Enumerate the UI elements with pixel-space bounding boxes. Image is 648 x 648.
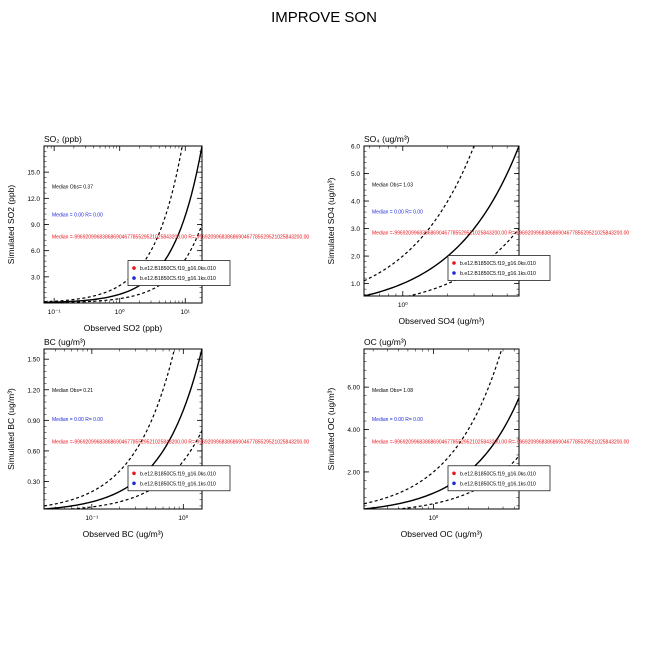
- median-obs-annotation: Median Obs= 0.21: [52, 388, 93, 394]
- legend-box: [127, 260, 231, 286]
- legend-marker-2: [452, 271, 456, 275]
- y-tick-label: 4.0: [351, 199, 360, 206]
- y-tick-label: 15.0: [27, 170, 40, 177]
- y-tick-label: 2.00: [347, 469, 360, 476]
- legend-label-2: b.e12.B1850C5.f19_g16.1ks.010: [140, 481, 216, 487]
- median-case2-annotation: Median = 0.00 R= 0.00: [52, 213, 103, 219]
- median-case2-annotation: Median = 0.00 R= 0.00: [372, 210, 423, 216]
- y-tick-label: 0.90: [27, 418, 40, 425]
- reference-line-1to1: [364, 397, 519, 509]
- median-case1-annotation: Median =-9969209968386869046778552952102…: [372, 231, 629, 237]
- panel-title: BC (ug/m³): [44, 337, 86, 347]
- chart-panel-1: 3.0 6.0 9.0 12.0 15.0 10⁻¹ 10⁰ 10¹ SO₂ (ppb) Obse…: [6, 134, 309, 333]
- x-tick-label: 10⁻¹: [85, 515, 99, 522]
- legend-label-2: b.e12.B1850C5.f19_g16.1ks.010: [460, 481, 536, 487]
- legend: b.e12.B1850C5.f19_g16.0ks.010 b.e12.B1850…: [447, 255, 551, 281]
- median-obs-annotation: Median Obs= 0.37: [52, 184, 93, 190]
- legend-label-1: b.e12.B1850C5.f19_g16.0ks.010: [140, 266, 216, 272]
- reference-line-2to1: [44, 349, 176, 507]
- x-axis-label: Observed BC (ug/m³): [83, 529, 164, 539]
- reference-line-1to1: [44, 349, 202, 509]
- chart-panel-3: 0.30 0.60 0.90 1.20 1.50 10⁻¹ 10⁰ BC (ug/m³) Obs…: [6, 337, 309, 539]
- chart-panel-4: 2.00 4.00 6.00 10⁰ OC (ug/m³) Observed OC (ug…: [326, 337, 629, 539]
- x-tick-label: 10⁰: [429, 514, 439, 522]
- legend-marker-1: [452, 471, 456, 476]
- legend: b.e12.B1850C5.f19_g16.0ks.010 b.e12.B1850…: [447, 465, 551, 492]
- reference-line-2to1: [364, 146, 475, 282]
- y-tick-label: 3.0: [351, 226, 360, 233]
- y-tick-label: 2.0: [351, 254, 360, 261]
- panel-title: SO₄ (ug/m³): [364, 134, 410, 144]
- reference-line-1to2: [62, 430, 202, 509]
- reference-line-1to1: [44, 146, 202, 303]
- x-tick-label: 10⁰: [178, 514, 188, 522]
- y-tick-label: 1.50: [27, 357, 40, 364]
- y-axis-label: Simulated SO4 (ug/m³): [326, 177, 336, 264]
- x-tick-label: 10¹: [181, 309, 191, 316]
- y-tick-label: 0.30: [27, 479, 40, 486]
- x-tick-label: 10⁰: [398, 301, 408, 309]
- median-obs-annotation: Median Obs= 1.08: [372, 388, 413, 394]
- page-title: IMPROVE SON: [271, 9, 377, 26]
- y-tick-label: 0.60: [27, 448, 40, 455]
- legend: b.e12.B1850C5.f19_g16.0ks.010 b.e12.B1850…: [127, 260, 231, 286]
- y-axis-label: Simulated BC (ug/m³): [6, 388, 16, 470]
- y-tick-label: 1.20: [27, 387, 40, 394]
- plot-frame: [43, 348, 203, 510]
- legend-marker-1: [452, 261, 456, 265]
- legend-box: [127, 465, 231, 492]
- legend-label-2: b.e12.B1850C5.f19_g16.1ks.010: [140, 276, 216, 282]
- reference-line-1to1: [364, 146, 519, 296]
- legend-marker-1: [132, 266, 136, 270]
- legend-marker-1: [132, 471, 136, 476]
- legend-box: [447, 465, 551, 492]
- median-case1-annotation: Median =-9969209968386869046778552952102…: [372, 439, 629, 445]
- median-obs-annotation: Median Obs= 1.03: [372, 183, 413, 189]
- legend-marker-2: [452, 481, 456, 486]
- y-tick-label: 3.0: [31, 274, 40, 281]
- x-axis-label: Observed SO2 (ppb): [84, 323, 163, 333]
- legend-label-1: b.e12.B1850C5.f19_g16.0ks.010: [140, 471, 216, 477]
- median-case2-annotation: Median = 0.00 R= 0.00: [52, 417, 103, 423]
- legend-marker-2: [132, 276, 136, 280]
- plot-frame: [363, 145, 520, 297]
- median-case2-annotation: Median = 0.00 R= 0.00: [372, 417, 423, 423]
- x-axis-label: Observed SO4 (ug/m³): [399, 316, 485, 326]
- reference-line-2to1: [364, 349, 503, 505]
- x-tick-label: 10⁻¹: [48, 309, 62, 316]
- y-tick-label: 9.0: [31, 222, 40, 229]
- legend-label-1: b.e12.B1850C5.f19_g16.0ks.010: [460, 261, 536, 267]
- chart-panel-2: 1.0 2.0 3.0 4.0 5.0 6.0 10⁰ SO₄ (ug/m³) Observed…: [326, 134, 629, 326]
- legend: b.e12.B1850C5.f19_g16.0ks.010 b.e12.B1850…: [127, 465, 231, 492]
- median-case1-annotation: Median =-9969209968386869046778552952102…: [52, 235, 309, 241]
- y-tick-label: 4.00: [347, 427, 360, 434]
- x-axis-label: Observed OC (ug/m³): [401, 529, 483, 539]
- legend-box: [447, 255, 551, 281]
- y-tick-label: 6.00: [347, 385, 360, 392]
- legend-label-2: b.e12.B1850C5.f19_g16.1ks.010: [460, 271, 536, 277]
- panel-title: SO₂ (ppb): [44, 134, 82, 144]
- plot-frame: [363, 348, 520, 510]
- y-tick-label: 6.0: [351, 144, 360, 151]
- y-tick-label: 6.0: [31, 248, 40, 255]
- y-axis-label: Simulated OC (ug/m³): [326, 388, 336, 471]
- median-case1-annotation: Median =-9969209968386869046778552952102…: [52, 439, 309, 445]
- y-tick-label: 1.0: [351, 281, 360, 288]
- y-tick-label: 12.0: [27, 196, 40, 203]
- reference-line-2to1: [44, 146, 183, 303]
- panel-title: OC (ug/m³): [364, 337, 407, 347]
- legend-marker-2: [132, 481, 136, 486]
- y-tick-label: 5.0: [351, 171, 360, 178]
- legend-label-1: b.e12.B1850C5.f19_g16.0ks.010: [460, 471, 536, 477]
- x-tick-label: 10⁰: [115, 308, 125, 316]
- y-axis-label: Simulated SO2 (ppb): [6, 185, 16, 265]
